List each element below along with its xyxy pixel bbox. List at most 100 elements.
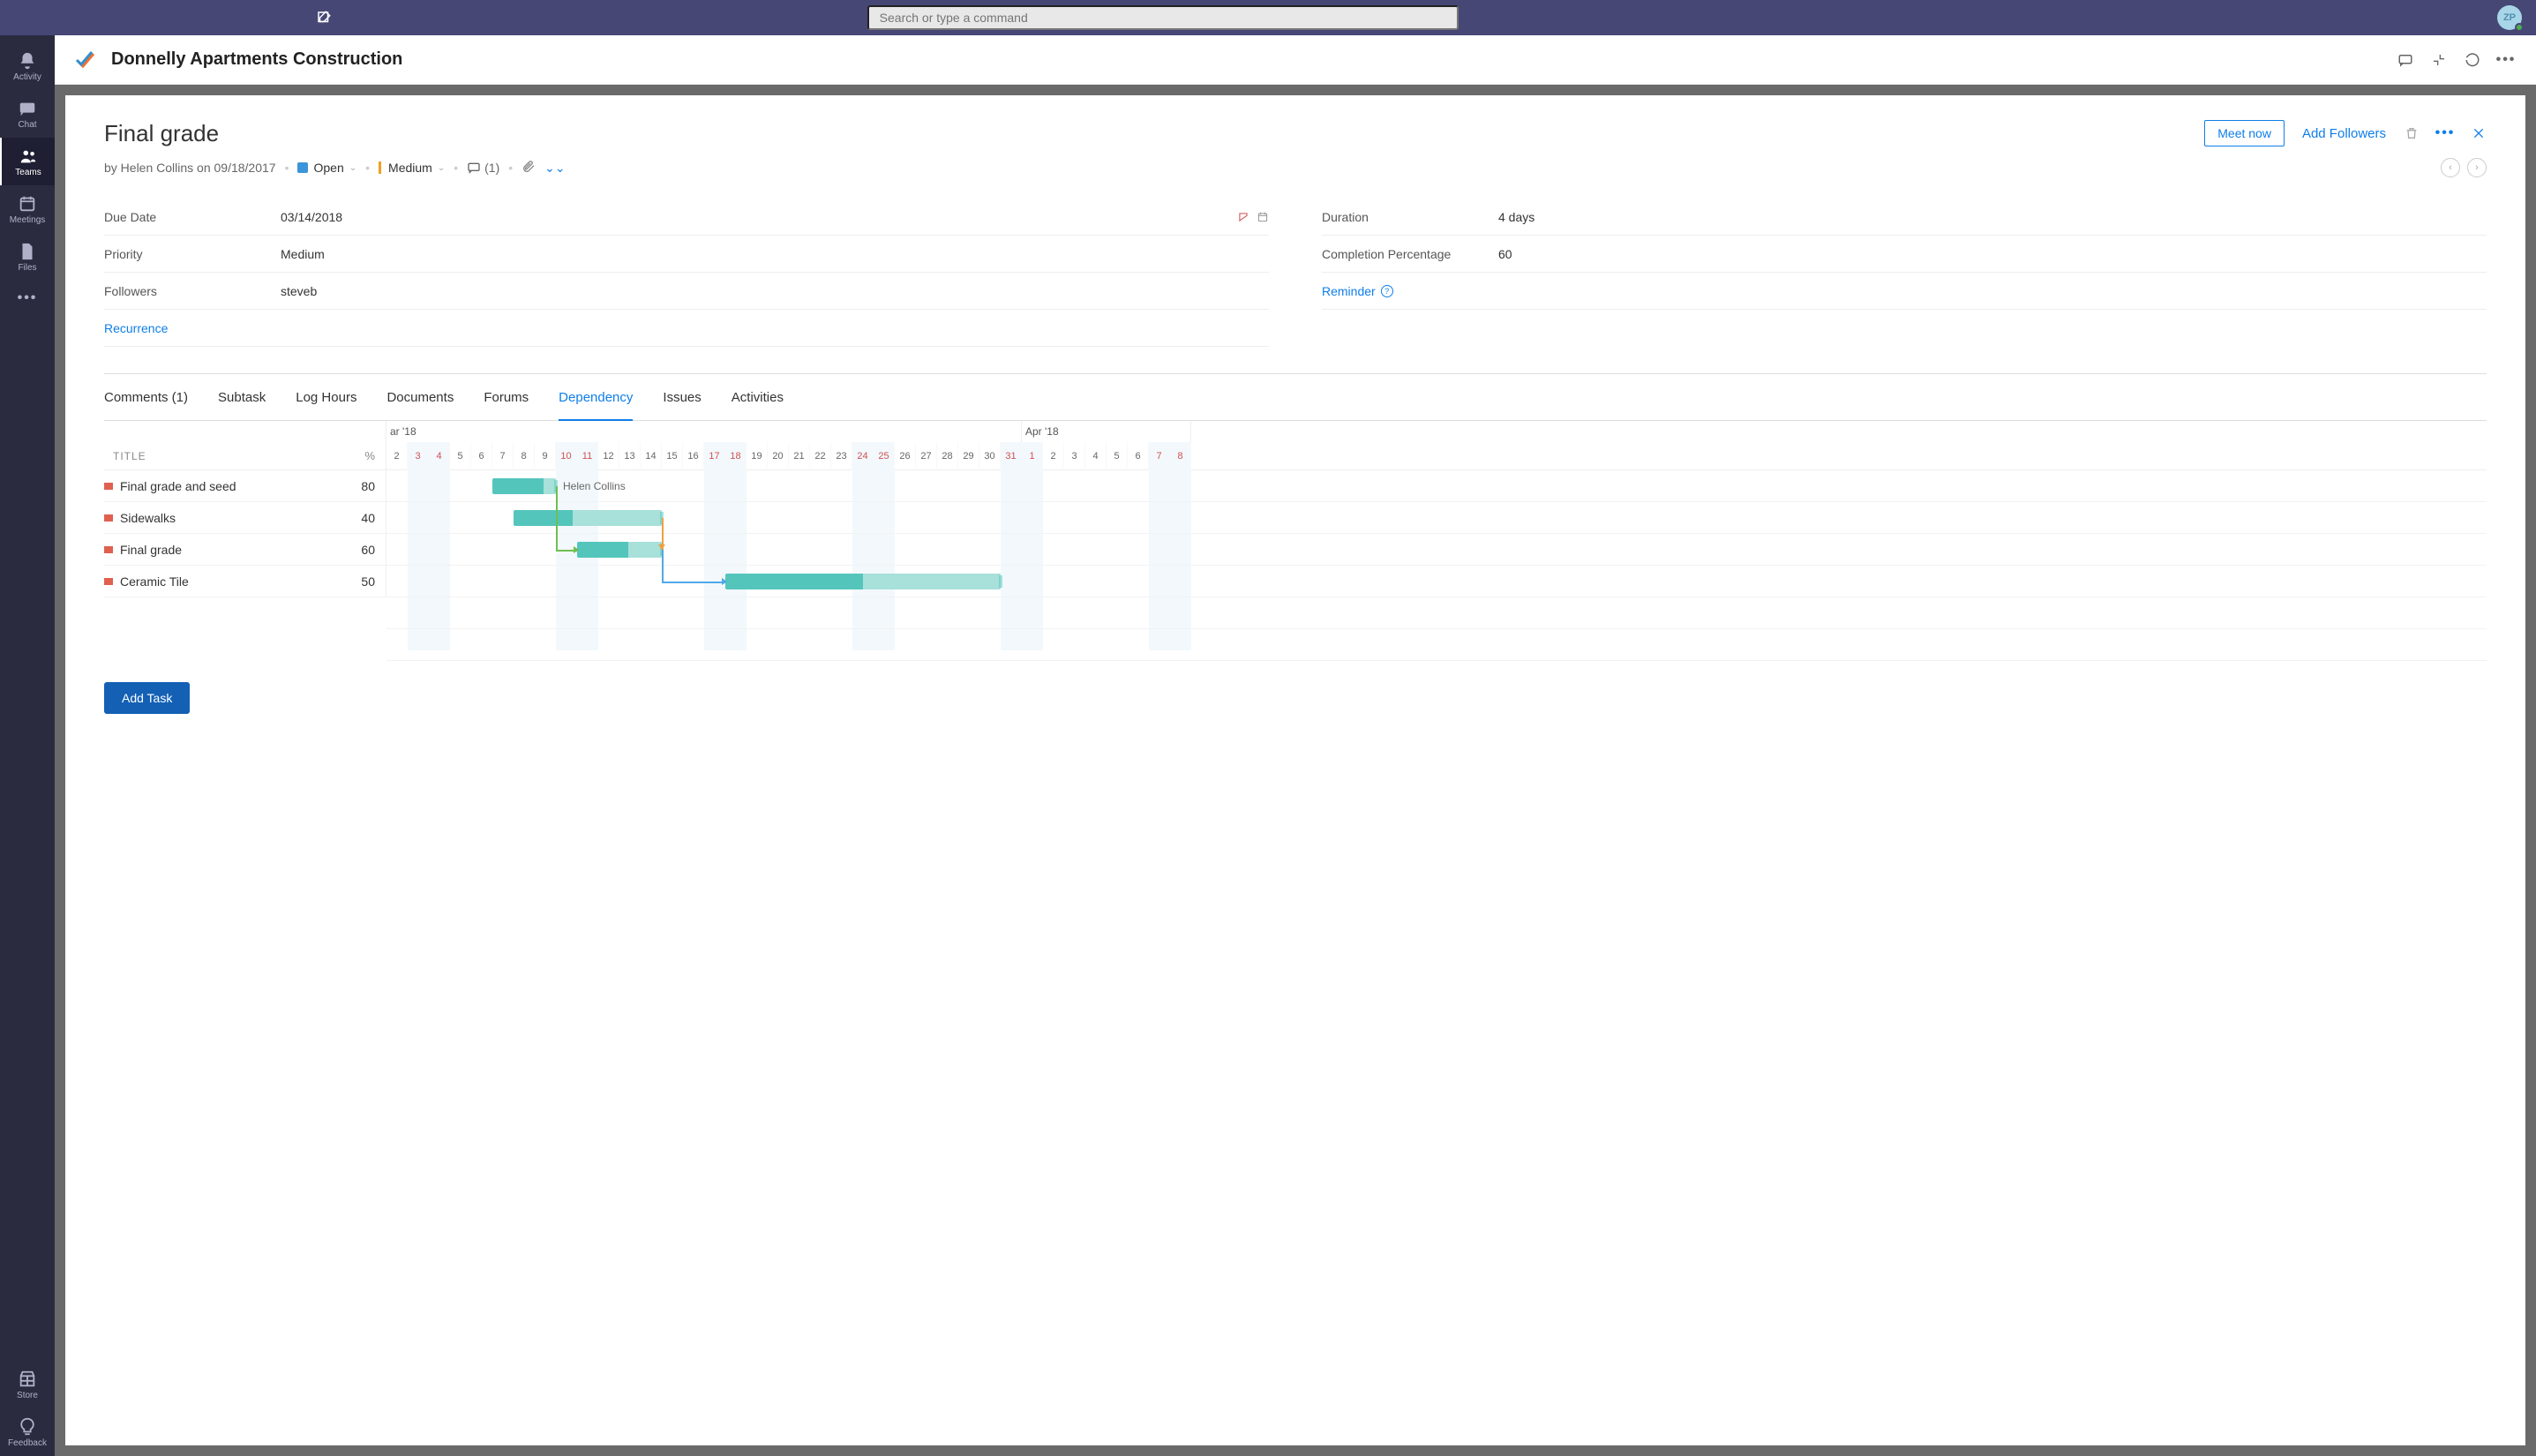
gantt-day-label: 22 [810, 442, 831, 470]
gantt-day-label: 7 [1149, 442, 1170, 470]
gantt-bar[interactable] [725, 574, 1001, 589]
field-reminder[interactable]: Reminder ? [1322, 273, 2487, 310]
tab-documents[interactable]: Documents [386, 390, 454, 420]
field-duration[interactable]: Duration 4 days [1322, 199, 2487, 236]
tab-subtask[interactable]: Subtask [218, 390, 266, 420]
gantt-bar[interactable] [514, 510, 662, 526]
field-recurrence[interactable]: Recurrence [104, 310, 1269, 347]
gantt-day-label: 27 [916, 442, 937, 470]
delete-icon[interactable] [2404, 125, 2420, 141]
gantt-day-label: 17 [704, 442, 725, 470]
priority-chip[interactable]: Medium ⌄ [379, 161, 445, 175]
rail-item-meetings[interactable]: Meetings [0, 185, 55, 233]
gantt-day-label: 2 [1043, 442, 1064, 470]
dependency-arrow-icon [722, 578, 727, 585]
help-icon[interactable]: ? [1381, 285, 1393, 297]
close-icon[interactable] [2471, 125, 2487, 141]
dependency-arrow-icon [574, 546, 579, 553]
gantt-task-row[interactable]: Ceramic Tile50 [104, 566, 386, 597]
gantt-bar-row [386, 534, 2487, 566]
gantt-bar[interactable] [577, 542, 662, 558]
topbar: ZP [0, 0, 2536, 35]
page-header: Donnelly Apartments Construction ••• [55, 35, 2536, 85]
gantt-day-label: 8 [1170, 442, 1191, 470]
dependency-line [556, 486, 558, 550]
detail-tabs: Comments (1) Subtask Log Hours Documents For… [104, 373, 2487, 421]
meet-now-button[interactable]: Meet now [2204, 120, 2285, 146]
rail-item-chat[interactable]: Chat [0, 90, 55, 138]
rail-more-icon[interactable]: ••• [0, 281, 55, 316]
tab-dependency[interactable]: Dependency [559, 390, 633, 421]
flag-icon [104, 578, 113, 585]
gantt-day-label: 4 [1085, 442, 1107, 470]
tab-issues[interactable]: Issues [663, 390, 701, 420]
gantt-day-label: 15 [662, 442, 683, 470]
gantt-task-row[interactable]: Sidewalks40 [104, 502, 386, 534]
tab-log-hours[interactable]: Log Hours [296, 390, 356, 420]
rail-item-teams[interactable]: Teams [0, 138, 55, 185]
task-title: Final grade [104, 120, 219, 147]
next-task-button[interactable]: › [2467, 158, 2487, 177]
header-actions: ••• [2397, 51, 2515, 69]
presence-indicator [2515, 23, 2524, 32]
gantt-day-label: 6 [471, 442, 492, 470]
flag-icon [104, 483, 113, 490]
conversation-icon[interactable] [2397, 51, 2414, 69]
gantt-bar[interactable]: Helen Collins [492, 478, 556, 494]
status-chip[interactable]: Open ⌄ [297, 161, 356, 175]
collapse-icon[interactable] [2430, 51, 2448, 69]
rail-item-activity[interactable]: Activity [0, 42, 55, 90]
tab-forums[interactable]: Forums [484, 390, 529, 420]
more-icon[interactable]: ••• [2497, 51, 2515, 69]
gantt-day-label: 13 [619, 442, 641, 470]
comments-icon[interactable]: (1) [467, 161, 499, 175]
user-avatar[interactable]: ZP [2497, 5, 2522, 30]
field-due-date[interactable]: Due Date 03/14/2018 [104, 199, 1269, 236]
prev-task-button[interactable]: ‹ [2441, 158, 2460, 177]
gantt-day-label: 31 [1001, 442, 1022, 470]
field-completion[interactable]: Completion Percentage 60 [1322, 236, 2487, 273]
task-meta-row: by Helen Collins on 09/18/2017 • Open ⌄ … [104, 158, 2487, 177]
gantt-day-label: 7 [492, 442, 514, 470]
dependency-line [662, 550, 664, 582]
gantt-month-label: Apr '18 [1022, 421, 1191, 442]
gantt-day-label: 6 [1128, 442, 1149, 470]
field-priority[interactable]: Priority Medium [104, 236, 1269, 273]
byline: by Helen Collins on 09/18/2017 [104, 161, 276, 175]
gantt-day-label: 5 [450, 442, 471, 470]
gantt-bar-row: Helen Collins [386, 470, 2487, 502]
gantt-task-row[interactable]: Final grade60 [104, 534, 386, 566]
compose-icon[interactable] [314, 8, 334, 27]
rail-item-files[interactable]: Files [0, 233, 55, 281]
rail-item-feedback[interactable]: Feedback [0, 1408, 55, 1456]
gantt-chart: TITLE % Final grade and seed80Sidewalks4… [104, 421, 2487, 661]
search-input[interactable] [867, 5, 1459, 30]
refresh-icon[interactable] [2464, 51, 2481, 69]
gantt-day-label: 19 [747, 442, 768, 470]
tab-activities[interactable]: Activities [732, 390, 784, 420]
gantt-task-row[interactable]: Final grade and seed80 [104, 470, 386, 502]
gantt-day-label: 24 [852, 442, 874, 470]
gantt-day-label: 3 [408, 442, 429, 470]
gantt-month-label: ar '18 [386, 421, 1022, 442]
expand-icon[interactable]: ⌄⌄ [544, 161, 565, 176]
field-followers[interactable]: Followers steveb [104, 273, 1269, 310]
page-title: Donnelly Apartments Construction [111, 49, 402, 70]
gantt-day-label: 5 [1107, 442, 1128, 470]
gantt-day-label: 20 [768, 442, 789, 470]
gantt-title-header: TITLE [104, 450, 341, 462]
gantt-day-label: 1 [1022, 442, 1043, 470]
attachment-icon[interactable] [521, 160, 536, 176]
more-options-icon[interactable]: ••• [2437, 125, 2453, 141]
add-followers-link[interactable]: Add Followers [2302, 126, 2386, 141]
gantt-day-label: 29 [958, 442, 979, 470]
add-task-button[interactable]: Add Task [104, 682, 190, 714]
task-card: Final grade Meet now Add Followers ••• b… [65, 95, 2525, 1445]
tab-comments-[interactable]: Comments (1) [104, 390, 188, 420]
rail-item-store[interactable]: Store [0, 1361, 55, 1408]
gantt-pct-header: % [341, 449, 386, 462]
gantt-day-label: 30 [979, 442, 1001, 470]
gantt-day-label: 9 [535, 442, 556, 470]
app-logo-icon [76, 49, 97, 71]
gantt-day-label: 16 [683, 442, 704, 470]
